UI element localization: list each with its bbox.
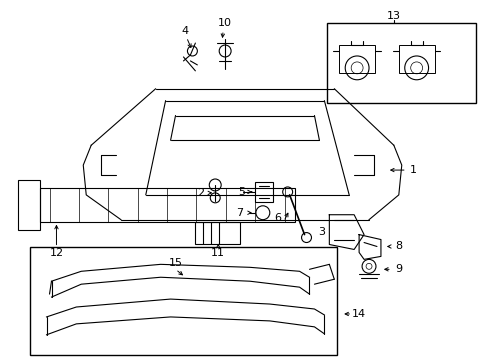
Bar: [30, 247, 337, 355]
Text: 1: 1: [409, 165, 416, 175]
Text: 2: 2: [196, 188, 203, 198]
Text: 5: 5: [238, 187, 245, 197]
Text: 8: 8: [394, 242, 402, 252]
Text: 6: 6: [274, 213, 281, 223]
Bar: [339, 45, 374, 73]
Text: 9: 9: [394, 264, 402, 274]
Bar: [18, 180, 40, 230]
Bar: [326, 23, 475, 103]
Text: 14: 14: [351, 309, 366, 319]
Bar: [40, 188, 294, 222]
Text: 11: 11: [211, 248, 225, 258]
Text: 15: 15: [168, 258, 182, 268]
Bar: [398, 45, 434, 73]
Text: 12: 12: [49, 248, 63, 258]
Text: 4: 4: [182, 26, 189, 36]
Text: 13: 13: [386, 11, 400, 21]
Text: 7: 7: [236, 208, 243, 218]
Bar: [254, 182, 272, 202]
Text: 3: 3: [317, 226, 324, 237]
Text: 10: 10: [218, 18, 232, 28]
Bar: [195, 222, 240, 243]
